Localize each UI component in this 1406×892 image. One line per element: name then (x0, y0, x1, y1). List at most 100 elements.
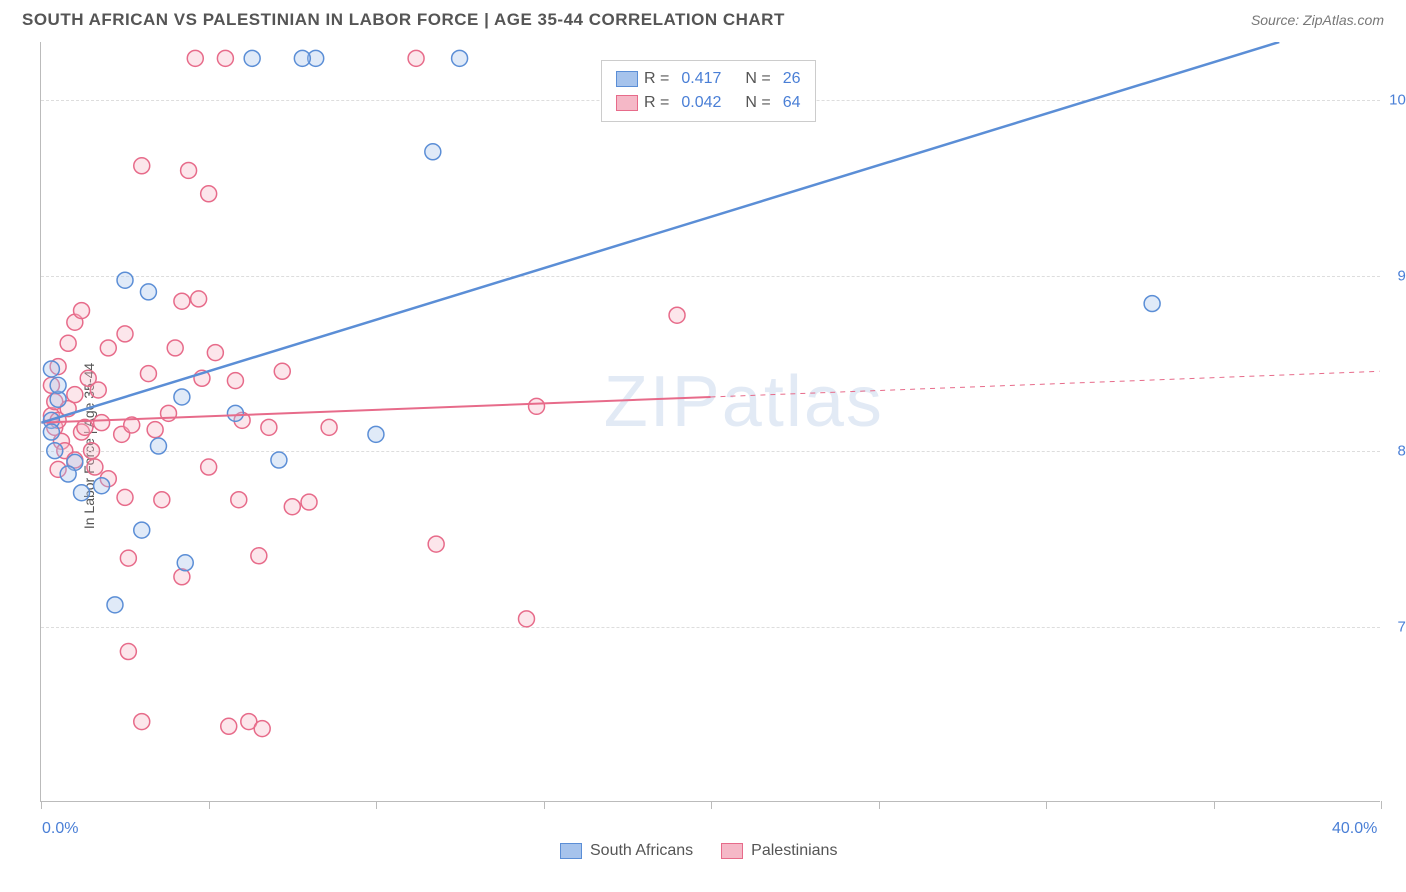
palestinians-point (284, 499, 300, 515)
legend-series-label: Palestinians (751, 842, 837, 860)
palestinians-point (251, 548, 267, 564)
chart-title: SOUTH AFRICAN VS PALESTINIAN IN LABOR FO… (22, 10, 785, 30)
y-tick-label: 100.0% (1389, 92, 1406, 109)
legend-r-value: 0.417 (681, 67, 721, 91)
south_africans-point (94, 478, 110, 494)
palestinians-point (84, 443, 100, 459)
palestinians-point (60, 335, 76, 351)
x-tick (1214, 801, 1215, 809)
legend-n-value: 64 (783, 91, 801, 115)
y-tick-label: 85.0% (1397, 443, 1406, 460)
south_africans-point (244, 50, 260, 66)
source-label: Source: ZipAtlas.com (1251, 12, 1384, 28)
palestinians-point (167, 340, 183, 356)
south_africans-point (271, 452, 287, 468)
palestinians-point (274, 363, 290, 379)
palestinians-point (120, 644, 136, 660)
palestinians-point (100, 340, 116, 356)
x-tick (1046, 801, 1047, 809)
south_africans-point (227, 405, 243, 421)
palestinians-point (301, 494, 317, 510)
palestinians-point (519, 611, 535, 627)
palestinians-point (227, 373, 243, 389)
south_africans-point (43, 361, 59, 377)
south_africans-point (368, 426, 384, 442)
palestinians-point (90, 382, 106, 398)
legend-correlation: R = 0.417 N = 26 R = 0.042 N = 64 (601, 60, 816, 122)
palestinians-point (94, 415, 110, 431)
south_africans-point (174, 389, 190, 405)
x-tick (1381, 801, 1382, 809)
legend-series-label: South Africans (590, 842, 693, 860)
south_africans-point (107, 597, 123, 613)
south_africans-point (452, 50, 468, 66)
south_africans-point (74, 485, 90, 501)
palestinians-trendline (41, 397, 710, 423)
palestinians-point (154, 492, 170, 508)
legend-row-south_africans: R = 0.417 N = 26 (616, 67, 801, 91)
south_africans-point (425, 144, 441, 160)
palestinians-trendline-dashed (711, 371, 1380, 397)
y-tick-label: 77.5% (1397, 618, 1406, 635)
palestinians-point (529, 398, 545, 414)
y-tick-label: 92.5% (1397, 267, 1406, 284)
south_africans-point (43, 424, 59, 440)
palestinians-point (120, 550, 136, 566)
legend-n-value: 26 (783, 67, 801, 91)
legend-swatch (616, 71, 638, 87)
legend-r-label: R = (644, 67, 669, 91)
palestinians-point (221, 718, 237, 734)
palestinians-point (74, 303, 90, 319)
legend-r-value: 0.042 (681, 91, 721, 115)
legend-series: South Africans Palestinians (560, 842, 837, 860)
south_africans-point (177, 555, 193, 571)
palestinians-point (117, 489, 133, 505)
south_africans-point (1144, 296, 1160, 312)
palestinians-point (669, 307, 685, 323)
palestinians-point (87, 459, 103, 475)
x-tick (544, 801, 545, 809)
south_africans-point (294, 50, 310, 66)
south_africans-point (134, 522, 150, 538)
palestinians-point (231, 492, 247, 508)
chart-svg (41, 42, 1380, 801)
x-tick (879, 801, 880, 809)
x-tick (209, 801, 210, 809)
palestinians-point (201, 186, 217, 202)
legend-item-south_africans: South Africans (560, 842, 693, 860)
x-axis-max-label: 40.0% (1332, 820, 1377, 838)
legend-n-label: N = (745, 91, 770, 115)
palestinians-point (408, 50, 424, 66)
south_africans-point (140, 284, 156, 300)
legend-n-label: N = (745, 67, 770, 91)
x-tick (711, 801, 712, 809)
palestinians-point (201, 459, 217, 475)
palestinians-point (117, 326, 133, 342)
palestinians-point (261, 419, 277, 435)
palestinians-point (187, 50, 203, 66)
palestinians-point (428, 536, 444, 552)
legend-swatch (560, 843, 582, 859)
palestinians-point (217, 50, 233, 66)
south_africans-point (117, 272, 133, 288)
palestinians-point (134, 158, 150, 174)
palestinians-point (140, 366, 156, 382)
x-axis-min-label: 0.0% (42, 820, 78, 838)
palestinians-point (254, 721, 270, 737)
legend-swatch (616, 95, 638, 111)
south_africans-point (150, 438, 166, 454)
chart-plot-area: ZIPatlas R = 0.417N = 26R = 0.042N = 64 … (40, 42, 1380, 802)
legend-item-palestinians: Palestinians (721, 842, 837, 860)
palestinians-point (174, 293, 190, 309)
legend-r-label: R = (644, 91, 669, 115)
x-tick (376, 801, 377, 809)
palestinians-point (134, 714, 150, 730)
palestinians-point (191, 291, 207, 307)
south_africans-point (47, 443, 63, 459)
palestinians-point (67, 387, 83, 403)
palestinians-point (321, 419, 337, 435)
palestinians-point (207, 345, 223, 361)
palestinians-point (181, 162, 197, 178)
x-tick (41, 801, 42, 809)
legend-row-palestinians: R = 0.042 N = 64 (616, 91, 801, 115)
